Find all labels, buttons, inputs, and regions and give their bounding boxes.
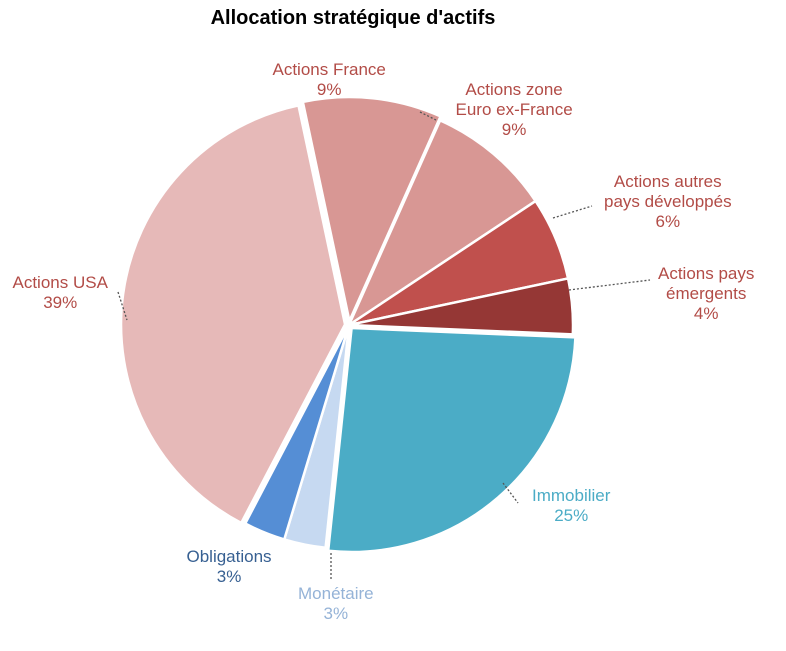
slice-label-6: Obligations 3% — [187, 547, 272, 587]
leader-line-1 — [419, 111, 437, 121]
pie-slice-4 — [326, 326, 577, 554]
slice-percent: 3% — [216, 567, 242, 586]
slice-percent: 9% — [501, 120, 527, 139]
slice-label-4: Immobilier 25% — [532, 486, 610, 526]
slice-percent: 6% — [655, 212, 681, 231]
slice-label-text: Obligations — [186, 547, 272, 566]
slice-percent: 9% — [316, 80, 342, 99]
leader-line-3 — [568, 279, 651, 291]
slice-label-text: Actions France — [272, 60, 386, 79]
slice-label-7: Actions USA 39% — [13, 273, 108, 313]
slice-label-text: Actions pays — [658, 264, 755, 283]
slice-label-3: Actions pays émergents 4% — [658, 264, 754, 324]
slice-percent: 3% — [323, 604, 349, 623]
slice-label-text: pays développés — [604, 192, 732, 211]
slice-label-2: Actions autres pays développés 6% — [604, 172, 732, 232]
slice-label-5: Monétaire 3% — [298, 584, 374, 624]
slice-label-text: Immobilier — [532, 486, 611, 505]
pie-slice-7 — [119, 103, 347, 525]
slice-label-text: Actions zone — [465, 80, 563, 99]
leader-line-4 — [502, 482, 519, 504]
slice-label-1: Actions zone Euro ex-France 9% — [456, 80, 573, 140]
slice-label-text: Actions autres — [613, 172, 722, 191]
pie-slice-6 — [243, 324, 351, 541]
slice-percent: 4% — [693, 304, 719, 323]
pie-slice-1 — [346, 118, 538, 329]
slice-label-text: Euro ex-France — [455, 100, 573, 119]
slice-percent: 25% — [554, 506, 589, 525]
slice-label-0: Actions France 9% — [273, 60, 386, 100]
slice-label-text: Actions USA — [12, 273, 108, 292]
slice-label-text: Monétaire — [298, 584, 374, 603]
leader-line-2 — [552, 205, 593, 219]
slice-label-text: émergents — [666, 284, 747, 303]
pie-slice-3 — [348, 276, 575, 336]
slice-percent: 39% — [43, 293, 78, 312]
pie-slice-0 — [301, 95, 443, 326]
leader-line-7 — [117, 291, 128, 321]
chart-title: Allocation stratégique d'actifs — [210, 7, 496, 29]
